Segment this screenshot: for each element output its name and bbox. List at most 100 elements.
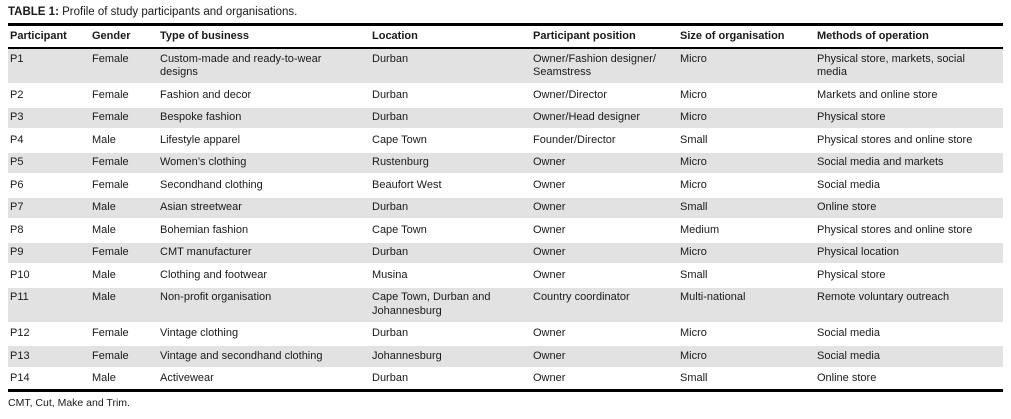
- table-cell: Social media: [815, 345, 1003, 369]
- table-cell: Social media: [815, 322, 1003, 346]
- table-cell: Durban: [370, 241, 531, 265]
- table-cell: Owner: [531, 264, 678, 288]
- table-cell: Male: [90, 219, 158, 243]
- table-cell: Owner: [531, 345, 678, 369]
- table-cell: P8: [8, 219, 90, 243]
- table-cell: Small: [678, 196, 815, 220]
- table-cell: Remote voluntary outreach: [815, 286, 1003, 324]
- table-cell: Micro: [678, 84, 815, 108]
- table-row: P5 Female Women’s clothing Rustenburg Owner M…: [8, 151, 1003, 175]
- table-cell: Male: [90, 367, 158, 392]
- table-cell: P7: [8, 196, 90, 220]
- table-cell: Country coordinator: [531, 286, 678, 324]
- table-cell: Owner: [531, 241, 678, 265]
- table-cell: Secondhand clothing: [158, 174, 370, 198]
- table-cell: Owner: [531, 322, 678, 346]
- table-cell: Female: [90, 241, 158, 265]
- table-cell: P13: [8, 345, 90, 369]
- table-cell: Durban: [370, 196, 531, 220]
- table-cell: P5: [8, 151, 90, 175]
- table-cell: Owner/Director: [531, 84, 678, 108]
- table-cell: Beaufort West: [370, 174, 531, 198]
- table-cell: P10: [8, 264, 90, 288]
- table-cell: Cape Town: [370, 129, 531, 153]
- table-cell: Lifestyle apparel: [158, 129, 370, 153]
- table-cell: Physical stores and online store: [815, 219, 1003, 243]
- table-row: P7 Male Asian streetwear Durban Owner Small On…: [8, 196, 1003, 220]
- table-cell: Durban: [370, 48, 531, 85]
- table-cell: P1: [8, 48, 90, 85]
- table-cell: Female: [90, 151, 158, 175]
- table-cell: Physical store, markets, social media: [815, 48, 1003, 85]
- table-cell: Asian streetwear: [158, 196, 370, 220]
- table-row: P3 Female Bespoke fashion Durban Owner/Head …: [8, 106, 1003, 130]
- table-cell: Female: [90, 48, 158, 85]
- table-cell: P3: [8, 106, 90, 130]
- table-cell: Online store: [815, 196, 1003, 220]
- table-caption: Profile of study participants and organi…: [58, 6, 298, 18]
- table-cell: Owner: [531, 174, 678, 198]
- table-cell: Durban: [370, 322, 531, 346]
- table-cell: CMT manufacturer: [158, 241, 370, 265]
- header-row: Participant Gender Type of business Loca…: [8, 24, 1003, 49]
- table-row: P10 Male Clothing and footwear Musina Owner S…: [8, 264, 1003, 288]
- table-cell: P9: [8, 241, 90, 265]
- table-cell: Micro: [678, 241, 815, 265]
- table-cell: Markets and online store: [815, 84, 1003, 108]
- table-cell: Activewear: [158, 367, 370, 392]
- table-cell: Micro: [678, 174, 815, 198]
- col-header-gender: Gender: [90, 24, 158, 49]
- participants-table: Participant Gender Type of business Loca…: [8, 23, 1003, 392]
- table-cell: Rustenburg: [370, 151, 531, 175]
- table-cell: Micro: [678, 345, 815, 369]
- table-cell: Clothing and footwear: [158, 264, 370, 288]
- col-header-participant: Participant: [8, 24, 90, 49]
- table-row: P11 Male Non-profit organisation Cape Town,…: [8, 286, 1003, 324]
- table-cell: Johannesburg: [370, 345, 531, 369]
- table-cell: Custom-made and ready-to-wear designs: [158, 48, 370, 85]
- table-cell: Owner/Head designer: [531, 106, 678, 130]
- table-cell: Musina: [370, 264, 531, 288]
- table-cell: P14: [8, 367, 90, 392]
- table-cell: Micro: [678, 322, 815, 346]
- table-cell: Female: [90, 106, 158, 130]
- table-cell: P11: [8, 286, 90, 324]
- table-cell: Owner: [531, 196, 678, 220]
- table-cell: Female: [90, 322, 158, 346]
- table-row: P6 Female Secondhand clothing Beaufort West…: [8, 174, 1003, 198]
- table-cell: Small: [678, 264, 815, 288]
- table-cell: Female: [90, 84, 158, 108]
- table-cell: Non-profit organisation: [158, 286, 370, 324]
- col-header-participant-position: Participant position: [531, 24, 678, 49]
- table-figure: TABLE 1: Profile of study participants a…: [8, 6, 1003, 409]
- table-row: P4 Male Lifestyle apparel Cape Town Founder/…: [8, 129, 1003, 153]
- table-cell: Social media: [815, 174, 1003, 198]
- table-cell: Physical location: [815, 241, 1003, 265]
- table-row: P12 Female Vintage clothing Durban Owner Micr…: [8, 322, 1003, 346]
- table-cell: Durban: [370, 367, 531, 392]
- table-number-label: TABLE 1:: [8, 6, 59, 18]
- table-cell: Cape Town, Durban and Johannesburg: [370, 286, 531, 324]
- table-cell: Multi-national: [678, 286, 815, 324]
- table-cell: Male: [90, 196, 158, 220]
- table-cell: Women’s clothing: [158, 151, 370, 175]
- table-cell: Durban: [370, 106, 531, 130]
- table-cell: Vintage clothing: [158, 322, 370, 346]
- table-cell: Male: [90, 264, 158, 288]
- table-cell: Fashion and decor: [158, 84, 370, 108]
- table-cell: Medium: [678, 219, 815, 243]
- table-cell: P6: [8, 174, 90, 198]
- table-cell: Owner: [531, 151, 678, 175]
- table-cell: Social media and markets: [815, 151, 1003, 175]
- table-cell: Small: [678, 129, 815, 153]
- table-cell: Vintage and secondhand clothing: [158, 345, 370, 369]
- col-header-location: Location: [370, 24, 531, 49]
- col-header-size-of-organisation: Size of organisation: [678, 24, 815, 49]
- table-cell: Owner: [531, 367, 678, 392]
- table-row: P1 Female Custom-made and ready-to-wear de…: [8, 48, 1003, 85]
- table-cell: Micro: [678, 48, 815, 85]
- table-row: P2 Female Fashion and decor Durban Owner/Dir…: [8, 84, 1003, 108]
- table-cell: Physical store: [815, 264, 1003, 288]
- table-cell: Male: [90, 129, 158, 153]
- table-cell: Female: [90, 345, 158, 369]
